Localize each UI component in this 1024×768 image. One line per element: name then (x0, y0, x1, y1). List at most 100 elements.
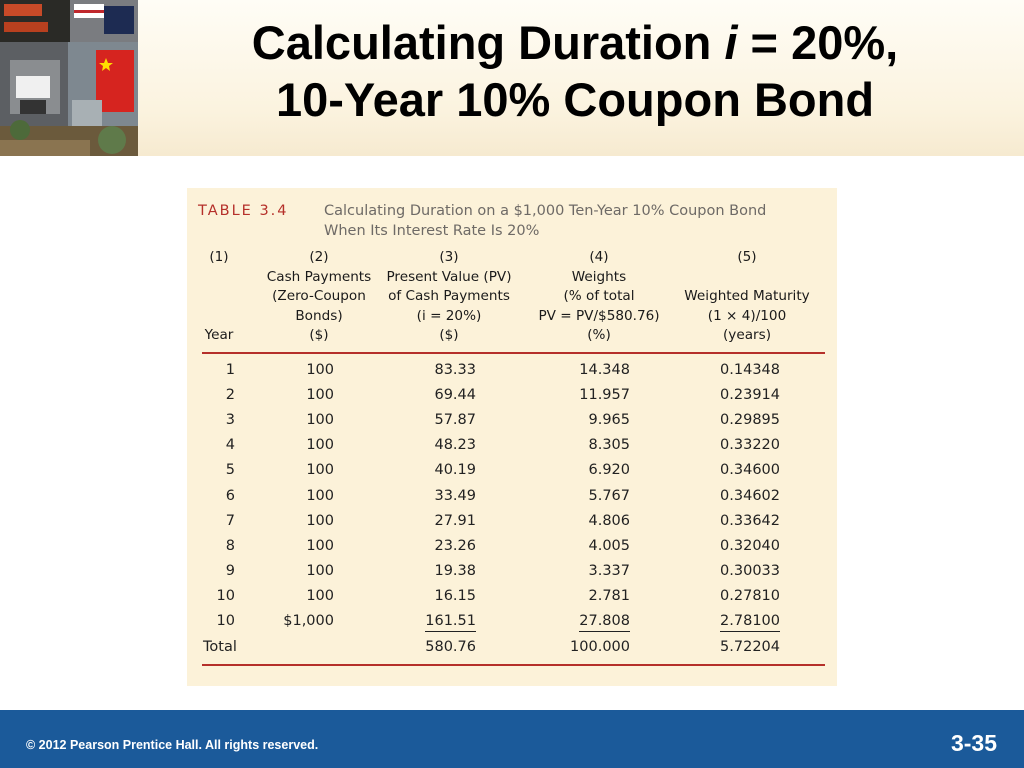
column-header-3: (3) Present Value (PV) of Cash Payments (i … (359, 248, 539, 346)
table-cell: 100 (306, 487, 334, 504)
slide-title: Calculating Duration i = 20%, 10-Year 10… (140, 14, 1010, 128)
table-cell: 100 (306, 437, 334, 454)
table-cell: 0.34602 (720, 487, 780, 504)
table-cell: 3 (225, 412, 235, 429)
table-cell: 4.005 (588, 537, 630, 554)
column-header-line: (years) (722, 327, 772, 343)
table-cell: 100 (306, 537, 334, 554)
table-cell: 2.781 (588, 587, 630, 604)
table-cell: 48.23 (434, 437, 476, 454)
table-cell: 27.91 (434, 512, 476, 529)
column-header-line: Weighted Maturity (684, 288, 810, 304)
column-header-line: (%) (587, 327, 611, 343)
table-cell: 9.965 (588, 412, 630, 429)
table-cell: 100 (306, 462, 334, 479)
table-cell: 19.38 (434, 562, 476, 579)
table-cell: 0.34600 (720, 462, 780, 479)
title-line-1: Calculating Duration i = 20%, (140, 14, 1010, 71)
column-header-5: (5) Weighted Maturity (1 × 4)/100 (years) (657, 248, 837, 346)
table-cell: 161.51 (425, 611, 476, 632)
column-header-line: Present Value (PV) (386, 268, 512, 285)
column-header-line: of Cash Payments (388, 288, 510, 304)
table-cell: 7 (225, 512, 235, 529)
column-header-2: (2) Cash Payments (Zero-Coupon Bonds) ($) (229, 248, 409, 346)
table-cell: 0.14348 (720, 362, 780, 378)
table-cell: 1 (225, 362, 235, 378)
table-cell: 100 (306, 362, 334, 378)
duration-table: TABLE 3.4 Calculating Duration on a $1,0… (187, 188, 837, 686)
table-cell: 83.33 (434, 362, 476, 378)
title-line-2: 10-Year 10% Coupon Bond (275, 73, 875, 126)
column-header-line: (% of total (563, 288, 635, 304)
column-header-line: (Zero-Coupon (272, 288, 366, 304)
column-header-line: (1 × 4)/100 (707, 307, 787, 324)
slide-number: 3-35 (950, 730, 997, 756)
table-cell: 0.29895 (720, 412, 780, 429)
footer-copyright: © 2012 Pearson Prentice Hall. All rights… (26, 738, 319, 752)
column-number: (3) (439, 249, 459, 265)
table-cell: 33.49 (434, 487, 476, 504)
table-cell: 4 (225, 437, 235, 454)
header-rule (202, 352, 825, 354)
table-cell: 27.808 (579, 611, 630, 632)
column-header-1: (1) Year (129, 248, 309, 346)
table-cell: $1,000 (283, 613, 334, 629)
table-cell: 4.806 (588, 512, 630, 529)
table-cell: 0.23914 (720, 387, 780, 404)
column-header-line: (i = 20%) (416, 307, 482, 324)
footer-bar: © 2012 Pearson Prentice Hall. All rights… (0, 710, 1024, 768)
table-cell: 0.27810 (720, 587, 780, 604)
table-cell: 8.305 (588, 437, 630, 454)
title-suffix: = 20%, (737, 16, 899, 69)
table-cell: 23.26 (434, 537, 476, 554)
title-variable: i (724, 16, 738, 69)
table-cell: 3.337 (588, 562, 630, 579)
table-cell: 100 (306, 412, 334, 429)
table-label: TABLE 3.4 (198, 203, 289, 219)
column-header-line: Bonds) (295, 307, 343, 324)
column-header-line: ($) (439, 327, 459, 343)
table-cell: 16.15 (434, 587, 476, 604)
column-number: (1) (209, 249, 229, 265)
total-label: Total (203, 639, 237, 655)
decorative-photo-collage (0, 0, 138, 156)
table-cell: 0.33642 (720, 512, 780, 529)
column-number: (5) (737, 249, 757, 265)
table-cell: 100 (306, 512, 334, 529)
table-cell: 69.44 (434, 387, 476, 404)
table-cell: 8 (225, 537, 235, 554)
table-cell: 0.30033 (720, 562, 780, 579)
column-header-line: PV = PV/$580.76) (538, 307, 660, 324)
table-caption-line-1: Calculating Duration on a $1,000 Ten-Yea… (324, 203, 767, 219)
table-cell: 14.348 (579, 362, 630, 378)
table-cell: 100 (306, 387, 334, 404)
table-cell: 57.87 (434, 412, 476, 429)
table-cell: 10 (216, 613, 235, 629)
table-cell: 5.767 (588, 487, 630, 504)
column-header-line: Year (204, 327, 234, 343)
column-header-line: ($) (309, 327, 329, 343)
table-cell: 0.33220 (720, 437, 780, 454)
total-cell: 100.000 (570, 639, 630, 655)
table-cell: 6 (225, 487, 235, 504)
table-cell: 100 (306, 587, 334, 604)
total-cell: 580.76 (425, 639, 476, 655)
column-header-line: Cash Payments (266, 268, 372, 285)
table-cell: 9 (225, 562, 235, 579)
table-cell: 2 (225, 387, 235, 404)
table-cell: 100 (306, 562, 334, 579)
column-number: (2) (309, 249, 329, 265)
table-cell: 11.957 (579, 387, 630, 404)
column-number: (4) (589, 249, 609, 265)
column-header-line (657, 268, 837, 288)
title-prefix: Calculating Duration (251, 16, 725, 69)
table-caption: Calculating Duration on a $1,000 Ten-Yea… (324, 201, 844, 241)
table-caption-line-2: When Its Interest Rate Is 20% (324, 223, 540, 239)
table-cell: 10 (216, 587, 235, 604)
total-cell: 5.72204 (720, 639, 780, 655)
column-header-line: Weights (571, 268, 627, 285)
table-cell: 0.32040 (720, 537, 780, 554)
column-header-4: (4) Weights (% of total PV = PV/$580.76) (%) (509, 248, 689, 346)
header-band (0, 0, 1024, 156)
table-cell: 5 (225, 462, 235, 479)
